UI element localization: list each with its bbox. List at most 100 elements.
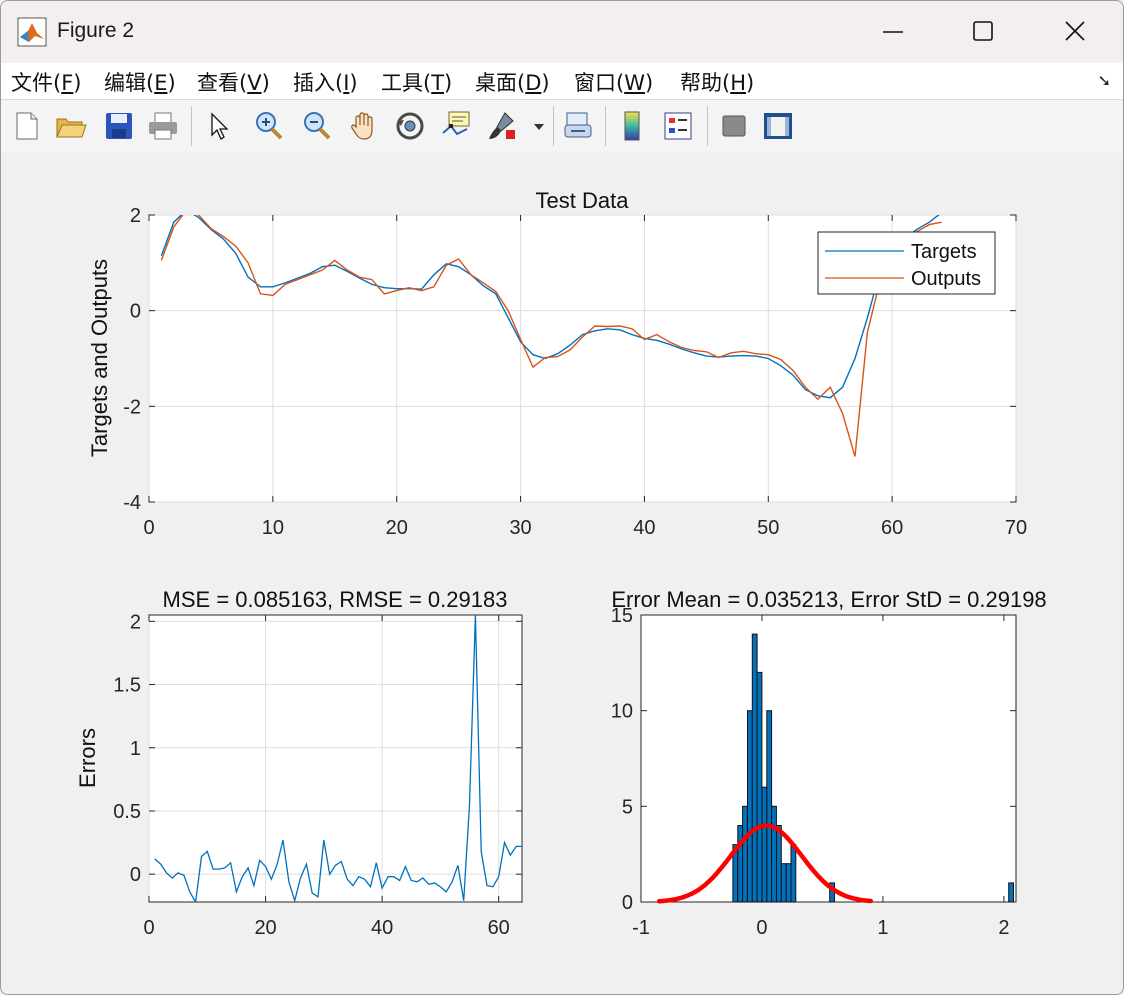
y-tick-label: -2 xyxy=(123,396,141,418)
x-tick-label: 60 xyxy=(488,917,510,939)
toolbar-separator xyxy=(553,106,554,146)
link-plot-icon[interactable] xyxy=(561,109,595,143)
y-tick-label: 0.5 xyxy=(113,801,141,823)
open-file-icon[interactable] xyxy=(54,109,88,143)
menu-item-t[interactable]: 工具(T) xyxy=(381,71,453,95)
y-tick-label: 5 xyxy=(622,796,633,818)
menu-item-f[interactable]: 文件(F) xyxy=(11,71,82,95)
x-tick-label: 40 xyxy=(371,917,393,939)
data-cursor-icon[interactable] xyxy=(439,109,473,143)
histogram-bar xyxy=(785,863,792,903)
histogram-bar xyxy=(737,825,744,903)
y-tick-label: -4 xyxy=(123,492,141,514)
menu-item-i[interactable]: 插入(I) xyxy=(293,71,358,95)
x-tick-label: 20 xyxy=(386,517,408,539)
histogram-plot-area[interactable] xyxy=(640,614,1017,903)
pointer-icon[interactable] xyxy=(202,109,236,143)
legend-icon[interactable] xyxy=(661,109,695,143)
y-tick-label: 0 xyxy=(130,301,141,323)
histogram-title: Error Mean = 0.035213, Error StD = 0.291… xyxy=(611,587,1046,612)
y-tick-label: 10 xyxy=(611,701,633,723)
toolbar-separator xyxy=(191,106,192,146)
x-tick-label: 30 xyxy=(509,517,531,539)
toolbar-separator xyxy=(707,106,708,146)
legend-targets-label: Targets xyxy=(911,241,977,263)
histogram-bar xyxy=(756,671,763,903)
histogram-bar xyxy=(780,863,787,903)
window-title: Figure 2 xyxy=(57,19,135,42)
errors-plot-area[interactable] xyxy=(148,614,523,903)
legend-box xyxy=(817,231,996,295)
x-tick-label: -1 xyxy=(632,917,650,939)
y-tick-label: 0 xyxy=(622,892,633,914)
minimize-button[interactable] xyxy=(871,11,915,51)
histogram-bar xyxy=(742,805,748,903)
x-tick-label: 50 xyxy=(757,517,779,539)
histogram-bar xyxy=(771,805,777,903)
x-tick-label: 0 xyxy=(756,917,767,939)
new-figure-icon[interactable] xyxy=(10,109,44,143)
maximize-icon xyxy=(973,21,993,41)
histogram-bar xyxy=(790,844,797,903)
toolbar-separator xyxy=(605,106,606,146)
menu-bar: 文件(F) 编辑(E) 查看(V) 插入(I) 工具(T) 桌面(D) 窗口(W) 帮助(H)… xyxy=(1,63,1123,99)
normal-fit-curve xyxy=(656,823,874,904)
menu-item-w[interactable]: 窗口(W) xyxy=(574,71,654,95)
close-icon xyxy=(1065,21,1085,41)
outputs-series-line xyxy=(160,215,942,457)
x-tick-label: 1 xyxy=(877,917,888,939)
y-tick-label: 0 xyxy=(130,864,141,886)
save-icon[interactable] xyxy=(102,109,136,143)
histogram-bar xyxy=(766,710,773,903)
zoom-in-icon[interactable] xyxy=(252,109,286,143)
x-tick-label: 10 xyxy=(262,517,284,539)
menu-item-d[interactable]: 桌面(D) xyxy=(475,71,550,95)
menu-item-h[interactable]: 帮助(H) xyxy=(680,71,755,95)
hide-plot-tools-icon[interactable] xyxy=(717,109,751,143)
rotate-3d-icon[interactable] xyxy=(393,109,427,143)
show-plot-tools-icon[interactable] xyxy=(761,109,795,143)
minimize-icon xyxy=(883,31,903,33)
y-tick-label: 2 xyxy=(130,611,141,633)
maximize-button[interactable] xyxy=(961,11,1005,51)
x-tick-label: 60 xyxy=(881,517,903,539)
menu-item-e[interactable]: 编辑(E) xyxy=(104,71,176,95)
x-tick-label: 20 xyxy=(254,917,276,939)
title-bar: Figure 2 xyxy=(1,1,1123,63)
x-tick-label: 0 xyxy=(143,917,154,939)
close-button[interactable] xyxy=(1053,11,1097,51)
histogram-bar xyxy=(776,825,782,903)
errors-series-line xyxy=(154,615,522,902)
figure-toolbar xyxy=(1,99,1123,155)
histogram-bar xyxy=(1008,882,1015,903)
errors-axes: 0 20 40 60 2 1.5 1 0.5 0 MSE = 0.085163, RMSE = … xyxy=(75,587,523,939)
legend[interactable]: Targets Outputs xyxy=(817,231,996,295)
histogram-bar xyxy=(747,710,753,903)
brush-icon[interactable] xyxy=(485,109,519,143)
legend-outputs-label: Outputs xyxy=(911,268,981,290)
zoom-out-icon[interactable] xyxy=(300,109,334,143)
x-tick-label: 70 xyxy=(1005,517,1027,539)
dock-arrow-icon[interactable]: ➘ xyxy=(1097,73,1111,90)
y-tick-label: 1.5 xyxy=(113,675,141,697)
pan-hand-icon[interactable] xyxy=(347,109,381,143)
dropdown-arrow-icon[interactable] xyxy=(529,109,549,143)
print-icon[interactable] xyxy=(146,109,180,143)
x-tick-label: 2 xyxy=(998,917,1009,939)
errors-title: MSE = 0.085163, RMSE = 0.29183 xyxy=(163,587,508,612)
y-tick-label: 1 xyxy=(130,738,141,760)
histogram-bar xyxy=(761,786,768,903)
y-tick-label: 2 xyxy=(130,205,141,227)
matlab-logo-icon xyxy=(17,17,47,47)
test-data-title: Test Data xyxy=(536,188,630,213)
colorbar-icon[interactable] xyxy=(615,109,649,143)
x-tick-label: 0 xyxy=(143,517,154,539)
histogram-bar xyxy=(751,633,758,903)
x-tick-label: 40 xyxy=(633,517,655,539)
test-data-ylabel: Targets and Outputs xyxy=(87,259,112,457)
figure-canvas: 0 10 20 30 40 50 60 70 2 0 -2 -4 Test Data Targets … xyxy=(1,153,1123,994)
menu-item-v[interactable]: 查看(V) xyxy=(197,71,270,95)
histogram-axes: -1 0 1 2 15 10 5 0 Error Mean = 0.035213, Error… xyxy=(611,587,1047,939)
